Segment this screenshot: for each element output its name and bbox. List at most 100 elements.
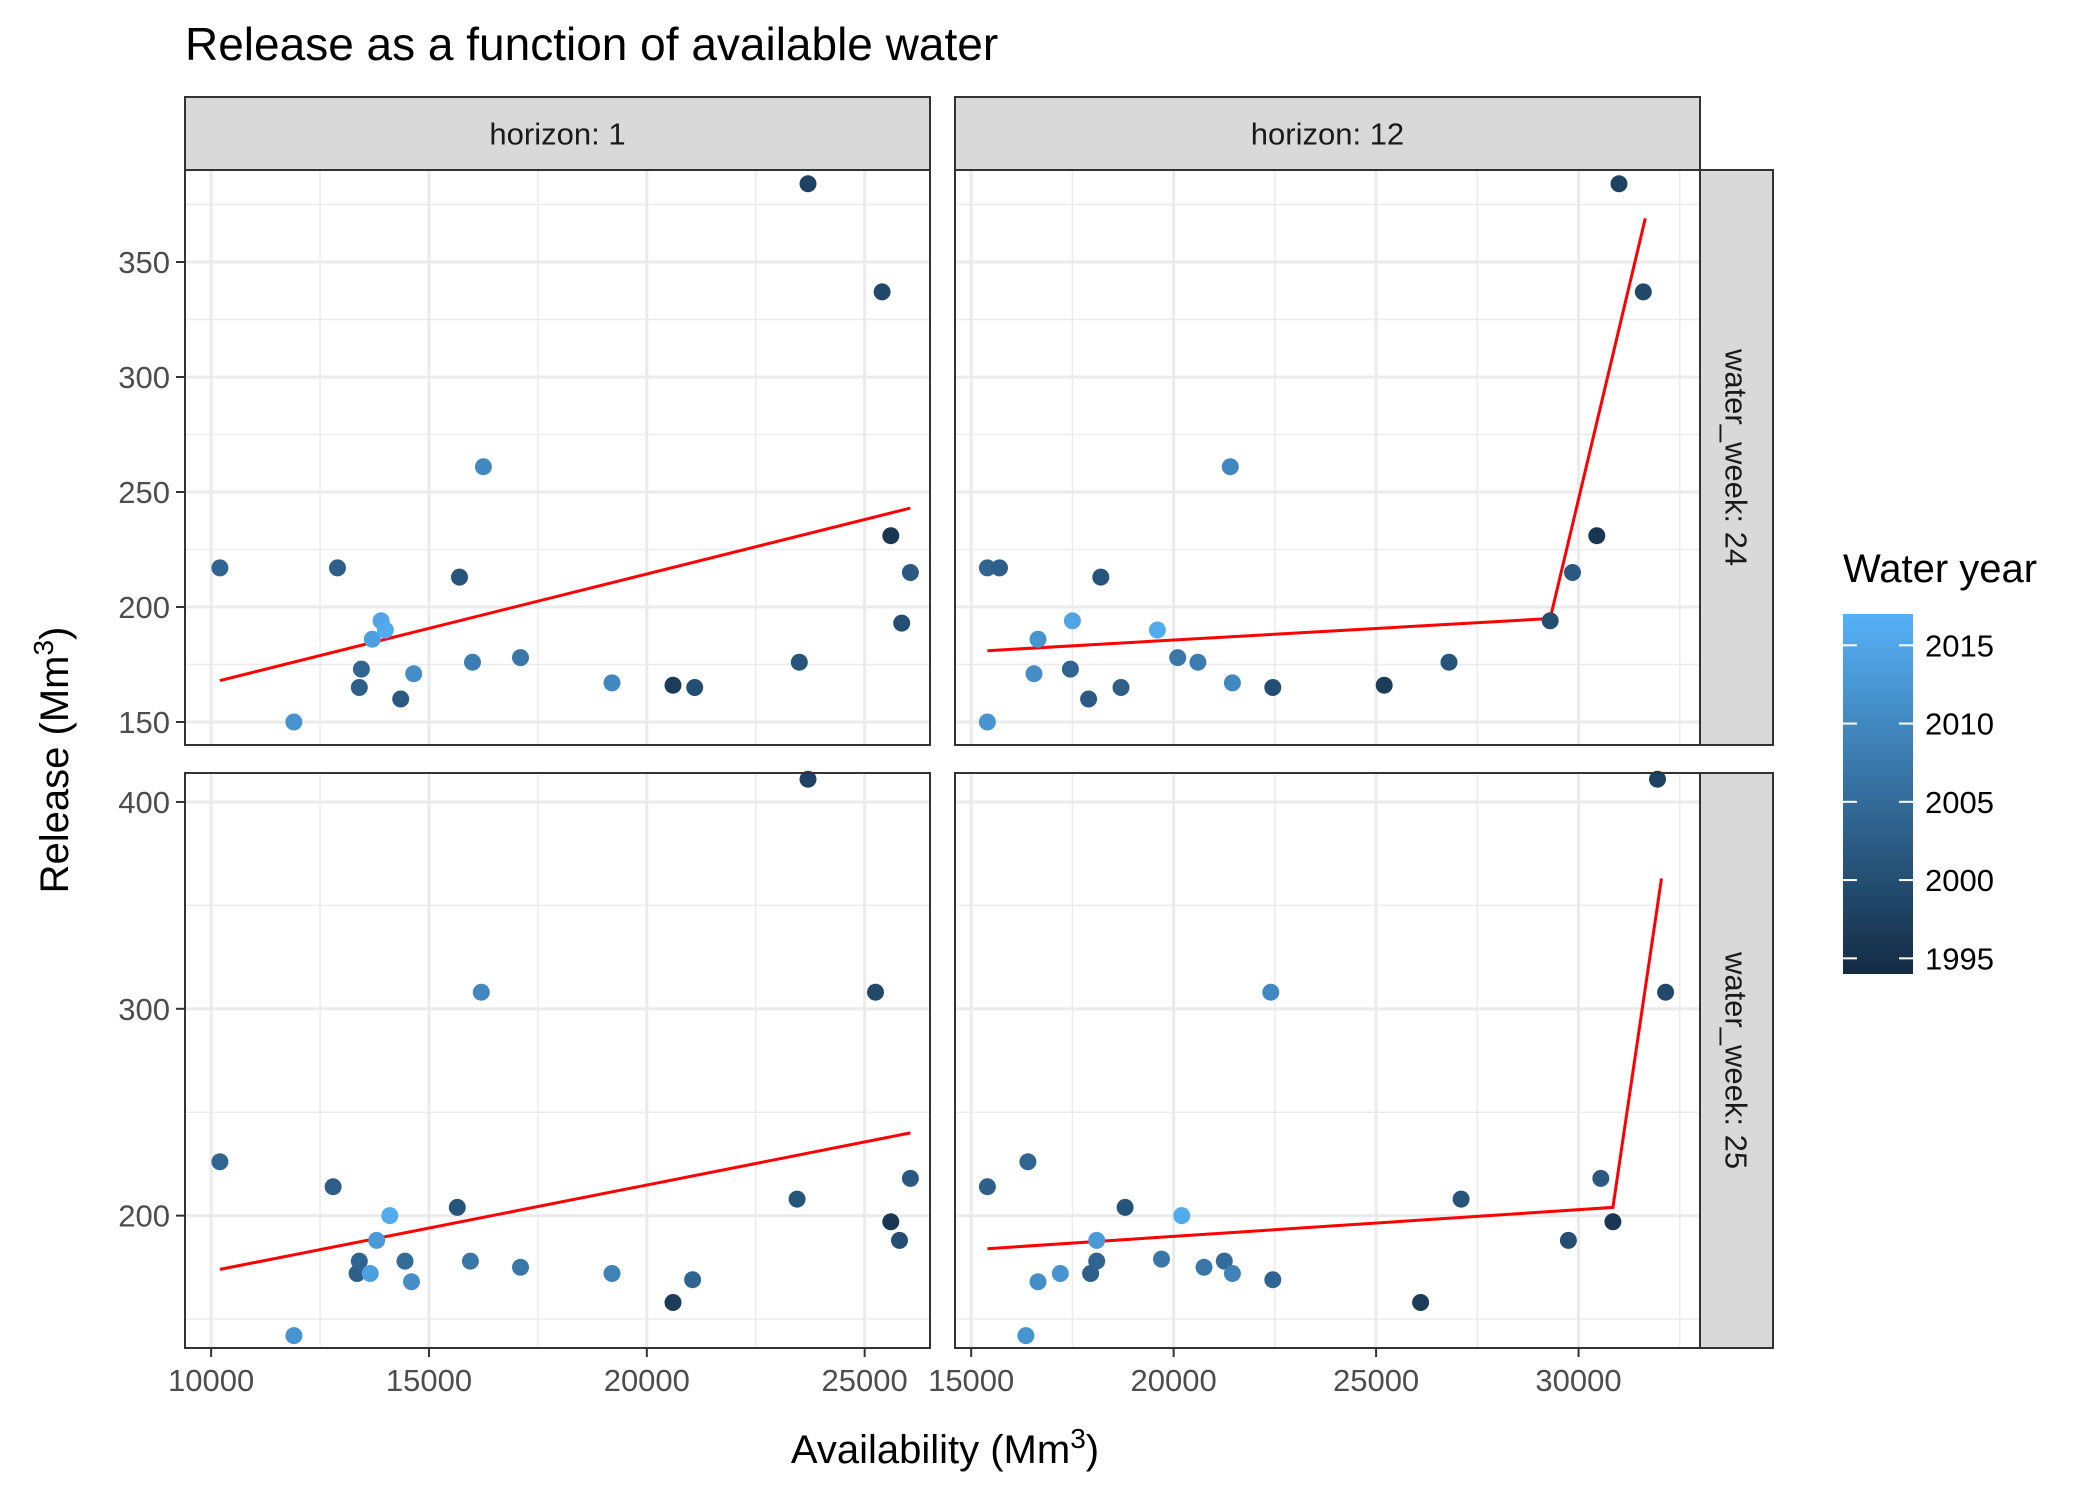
data-point xyxy=(1541,612,1559,630)
x-axis-title-superscript: 3 xyxy=(1070,1423,1086,1454)
panel-r0-c1 xyxy=(955,170,1700,745)
y-axis-title: Release (Mm3) xyxy=(28,627,78,894)
facet-panels: horizon: 1 horizon: 12 water_week: 24 water… xyxy=(118,96,1774,1398)
data-point xyxy=(1080,690,1098,708)
data-point xyxy=(1264,1271,1282,1289)
strip-label: horizon: 1 xyxy=(489,117,625,152)
data-point xyxy=(867,983,884,1001)
data-point xyxy=(464,653,481,671)
data-point xyxy=(1189,653,1207,671)
data-point xyxy=(211,559,229,577)
data-point xyxy=(361,1265,379,1282)
data-point xyxy=(978,1178,996,1196)
x-tick-label: 15000 xyxy=(928,1363,1014,1398)
data-point xyxy=(1559,1231,1577,1249)
data-point xyxy=(1223,674,1241,692)
data-point xyxy=(329,559,346,577)
y-axis: 150 200 250 300 350 200 300 400 xyxy=(118,245,185,1234)
strip-background xyxy=(184,96,931,171)
data-point xyxy=(1112,679,1130,696)
data-point xyxy=(1173,1207,1191,1225)
legend-tick-label: 2000 xyxy=(1925,863,1994,898)
legend-ticks: 1995 2000 2005 2010 2015 xyxy=(1843,628,1994,976)
data-point xyxy=(1375,676,1393,694)
y-tick-label: 250 xyxy=(118,475,170,510)
data-point xyxy=(1029,630,1047,648)
x-axis-title-close: ) xyxy=(1086,1428,1099,1472)
data-point xyxy=(1061,660,1079,678)
x-axis: 10000 15000 20000 25000 15000 20000 25000 30000 xyxy=(168,1348,1622,1398)
data-point xyxy=(1649,770,1666,788)
svg-text:Release (Mm3): Release (Mm3) xyxy=(28,627,78,894)
y-tick-label: 350 xyxy=(118,245,170,280)
panel-border xyxy=(184,772,931,1349)
x-tick-label: 20000 xyxy=(604,1363,690,1398)
data-point xyxy=(512,649,529,667)
data-point xyxy=(396,1252,414,1270)
data-point xyxy=(1051,1265,1069,1282)
x-tick-label: 25000 xyxy=(822,1363,908,1398)
data-point xyxy=(363,630,381,648)
data-point xyxy=(1412,1294,1430,1311)
data-point xyxy=(1564,564,1581,581)
y-tick-label: 200 xyxy=(118,590,170,625)
data-point xyxy=(285,1327,303,1345)
data-point xyxy=(405,665,423,683)
strip-label: horizon: 12 xyxy=(1251,117,1404,152)
data-point xyxy=(1116,1198,1134,1216)
legend-title: Water year xyxy=(1843,547,2037,591)
data-point xyxy=(1264,679,1282,696)
facet-strip-row-1: water_week: 25 xyxy=(1699,772,1774,1349)
data-point xyxy=(901,1169,919,1187)
data-point xyxy=(350,1252,368,1270)
data-point xyxy=(1223,1265,1241,1282)
panel-r1-c0 xyxy=(185,770,930,1348)
data-point xyxy=(403,1273,420,1291)
data-point xyxy=(350,679,368,696)
x-axis-title-text: Availability (Mm xyxy=(791,1428,1070,1472)
data-point xyxy=(381,1207,399,1225)
data-point xyxy=(211,1153,229,1171)
strip-label: water_week: 25 xyxy=(1719,951,1754,1169)
data-point xyxy=(1088,1252,1106,1270)
data-point xyxy=(664,1294,682,1311)
data-point xyxy=(978,713,996,731)
data-point xyxy=(799,770,817,788)
data-point xyxy=(1634,283,1652,301)
data-point xyxy=(1169,649,1187,667)
legend-tick-label: 2005 xyxy=(1925,785,1994,820)
panel-background xyxy=(955,773,1700,1348)
svg-text:Availability (Mm3): Availability (Mm3) xyxy=(791,1423,1099,1473)
legend-tick-label: 2015 xyxy=(1925,628,1994,663)
data-point xyxy=(901,564,919,581)
strip-label: water_week: 24 xyxy=(1719,348,1754,566)
panel-background xyxy=(185,773,930,1348)
panel-background xyxy=(185,170,930,745)
panel-r1-c1 xyxy=(955,770,1700,1348)
data-point xyxy=(1148,621,1166,639)
x-tick-label: 20000 xyxy=(1131,1363,1217,1398)
data-point xyxy=(1195,1258,1213,1276)
data-point xyxy=(1440,653,1458,671)
facet-strip-col-0: horizon: 1 xyxy=(184,96,931,171)
data-point xyxy=(1017,1327,1035,1345)
y-tick-label: 200 xyxy=(118,1199,170,1234)
data-point xyxy=(891,1231,908,1249)
data-point xyxy=(873,283,891,301)
data-point xyxy=(1025,665,1043,683)
y-axis-title-text: Release (Mm xyxy=(33,656,77,894)
x-tick-label: 15000 xyxy=(386,1363,472,1398)
data-point xyxy=(512,1258,529,1276)
data-point xyxy=(1092,568,1110,586)
data-point xyxy=(368,1231,386,1249)
y-axis-title-superscript: 3 xyxy=(28,640,59,656)
strip-background xyxy=(1699,772,1774,1349)
data-point xyxy=(882,527,900,545)
data-point xyxy=(799,175,817,193)
strip-background xyxy=(1699,169,1774,746)
data-point xyxy=(1588,527,1606,545)
data-point xyxy=(991,559,1008,577)
facet-strip-col-1: horizon: 12 xyxy=(954,96,1701,171)
panel-background xyxy=(955,170,1700,745)
